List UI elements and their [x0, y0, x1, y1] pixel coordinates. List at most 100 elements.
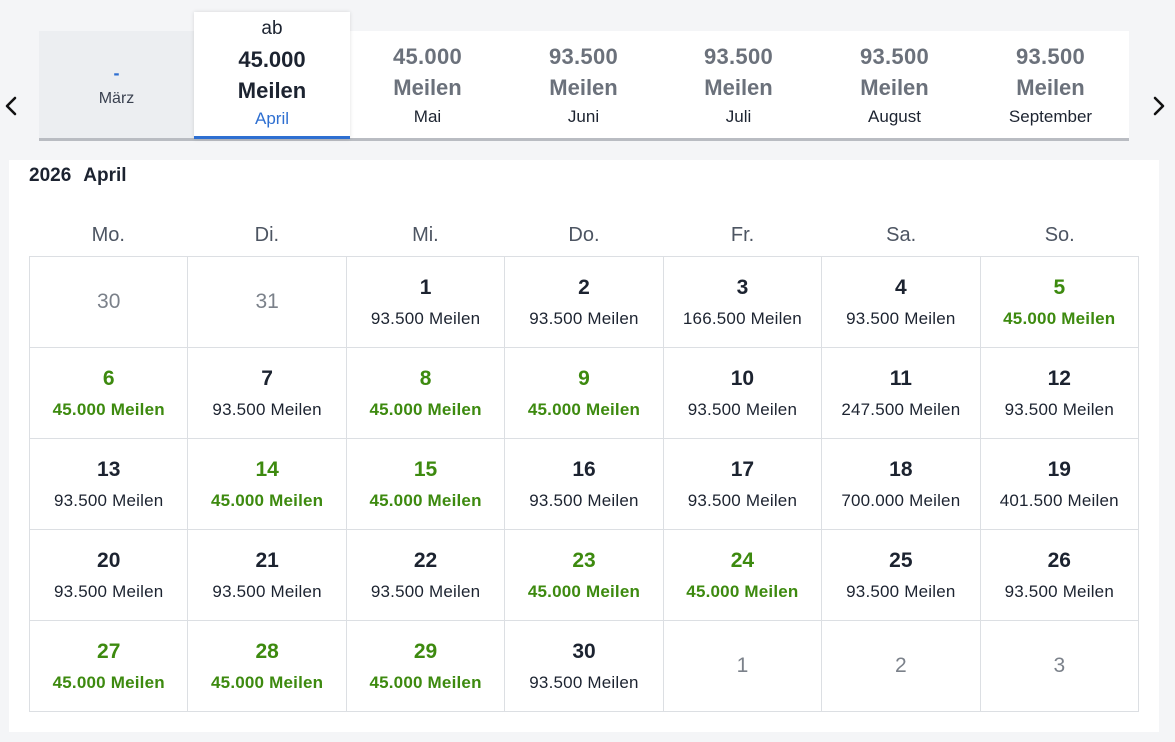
month-tab-september[interactable]: 93.500 Meilen September [972, 31, 1129, 138]
calendar-day[interactable]: 1 93.500 Meilen [346, 257, 506, 348]
day-number: 9 [578, 367, 590, 390]
day-number: 12 [1047, 367, 1071, 390]
calendar-day[interactable]: 6 45.000 Meilen [30, 348, 189, 439]
day-miles-price: 93.500 Meilen [529, 309, 639, 328]
day-number: 2 [578, 276, 590, 299]
day-number: 19 [1047, 458, 1071, 481]
prev-month-button[interactable] [0, 88, 22, 124]
calendar-day[interactable]: 5 45.000 Meilen [980, 257, 1139, 348]
day-number: 22 [413, 549, 438, 572]
day-miles-price: 45.000 Meilen [369, 400, 482, 419]
calendar-day[interactable]: 2 93.500 Meilen [505, 257, 664, 348]
calendar-day[interactable]: 16 93.500 Meilen [505, 439, 664, 530]
month-name: September [1008, 107, 1093, 126]
calendar-day[interactable]: 13 93.500 Meilen [30, 439, 189, 530]
calendar-day[interactable]: 8 45.000 Meilen [346, 348, 506, 439]
day-miles-price: 93.500 Meilen [212, 582, 322, 601]
calendar-day[interactable]: 24 45.000 Meilen [663, 530, 823, 621]
day-number: 7 [261, 367, 273, 390]
day-number: 27 [97, 640, 121, 663]
month-name: August [868, 107, 921, 126]
day-number: 5 [1053, 276, 1066, 299]
day-miles-price: 166.500 Meilen [682, 309, 802, 328]
next-month-button[interactable] [1148, 88, 1170, 124]
day-number: 3 [1053, 654, 1066, 677]
calendar-day[interactable]: 27 45.000 Meilen [30, 621, 189, 712]
weekday-label: So. [1044, 224, 1075, 246]
month-price: 45.000 [238, 47, 306, 72]
calendar-day[interactable]: 26 93.500 Meilen [980, 530, 1139, 621]
calendar-day[interactable]: 11 247.500 Meilen [822, 348, 981, 439]
calendar-day[interactable]: 10 93.500 Meilen [663, 348, 823, 439]
day-number: 1 [736, 654, 749, 677]
day-miles-price: 93.500 Meilen [370, 582, 481, 601]
month-tab-april-selected[interactable]: ab 45.000 Meilen April [194, 12, 350, 139]
calendar-day-outside: 31 [188, 257, 347, 348]
calendar-day[interactable]: 15 45.000 Meilen [346, 439, 506, 530]
calendar-day[interactable]: 14 45.000 Meilen [188, 439, 347, 530]
calendar-day[interactable]: 22 93.500 Meilen [346, 530, 506, 621]
calendar-heading: 2026 April [29, 165, 127, 187]
calendar-day[interactable]: 30 93.500 Meilen [505, 621, 664, 712]
calendar-day[interactable]: 18 700.000 Meilen [822, 439, 981, 530]
day-miles-price: 247.500 Meilen [841, 400, 961, 419]
day-number: 23 [572, 549, 596, 572]
day-miles-price: 45.000 Meilen [686, 582, 799, 601]
day-miles-price: 45.000 Meilen [527, 582, 641, 601]
month-tab-august[interactable]: 93.500 Meilen August [817, 31, 972, 138]
day-miles-price: 93.500 Meilen [1004, 400, 1114, 419]
month-unit: Meilen [1016, 75, 1085, 100]
day-miles-price: 93.500 Meilen [370, 309, 481, 328]
day-number: 18 [889, 458, 913, 481]
calendar-day[interactable]: 21 93.500 Meilen [188, 530, 347, 621]
day-miles-price: 700.000 Meilen [841, 491, 961, 510]
month-unit: Meilen [860, 75, 929, 100]
month-price: 93.500 [703, 44, 774, 69]
month-price: 45.000 [392, 44, 463, 69]
month-tab-juni[interactable]: 93.500 Meilen Juni [506, 31, 661, 138]
day-number: 24 [730, 549, 755, 572]
calendar-day[interactable]: 19 401.500 Meilen [980, 439, 1139, 530]
day-miles-price: 93.500 Meilen [846, 582, 956, 601]
month-price: - [113, 63, 120, 83]
day-number: 21 [255, 549, 279, 572]
day-miles-price: 45.000 Meilen [527, 400, 641, 419]
month-unit: Meilen [393, 75, 462, 100]
month-tab-juli[interactable]: 93.500 Meilen Juli [661, 31, 816, 138]
day-number: 17 [730, 458, 755, 481]
calendar-day[interactable]: 9 45.000 Meilen [505, 348, 664, 439]
day-miles-price: 401.500 Meilen [999, 491, 1119, 510]
month-name: Juli [725, 107, 752, 126]
month-tab-maerz: - März [39, 31, 194, 138]
day-miles-price: 45.000 Meilen [369, 491, 482, 510]
calendar-day-outside: 1 [663, 621, 823, 712]
calendar-day[interactable]: 29 45.000 Meilen [346, 621, 506, 712]
calendar-day[interactable]: 23 45.000 Meilen [505, 530, 664, 621]
day-number: 14 [255, 458, 279, 481]
calendar-day[interactable]: 17 93.500 Meilen [663, 439, 823, 530]
calendar-day-outside: 2 [822, 621, 981, 712]
calendar-day-outside: 3 [980, 621, 1139, 712]
calendar-day[interactable]: 3 166.500 Meilen [663, 257, 823, 348]
month-unit: Meilen [549, 75, 618, 100]
day-number: 3 [736, 276, 749, 299]
weekday-label: Do. [568, 224, 600, 246]
day-number: 4 [895, 276, 907, 299]
day-miles-price: 93.500 Meilen [54, 582, 164, 601]
calendar-day[interactable]: 4 93.500 Meilen [822, 257, 981, 348]
day-miles-price: 93.500 Meilen [687, 400, 798, 419]
calendar-day[interactable]: 20 93.500 Meilen [30, 530, 189, 621]
day-number: 11 [889, 367, 912, 390]
weekday-header: Mo. Di. Mi. Do. Fr. Sa. So. [29, 224, 1139, 252]
month-price: 93.500 [859, 44, 930, 69]
calendar-day[interactable]: 28 45.000 Meilen [188, 621, 347, 712]
calendar-day[interactable]: 7 93.500 Meilen [188, 348, 347, 439]
day-number: 29 [413, 640, 438, 663]
day-miles-price: 45.000 Meilen [369, 673, 482, 692]
month-tab-mai[interactable]: 45.000 Meilen Mai [350, 31, 505, 138]
calendar-day[interactable]: 25 93.500 Meilen [822, 530, 981, 621]
calendar-day[interactable]: 12 93.500 Meilen [980, 348, 1139, 439]
day-miles-price: 45.000 Meilen [211, 491, 324, 510]
day-number: 10 [730, 367, 755, 390]
weekday-label: Di. [254, 224, 280, 246]
